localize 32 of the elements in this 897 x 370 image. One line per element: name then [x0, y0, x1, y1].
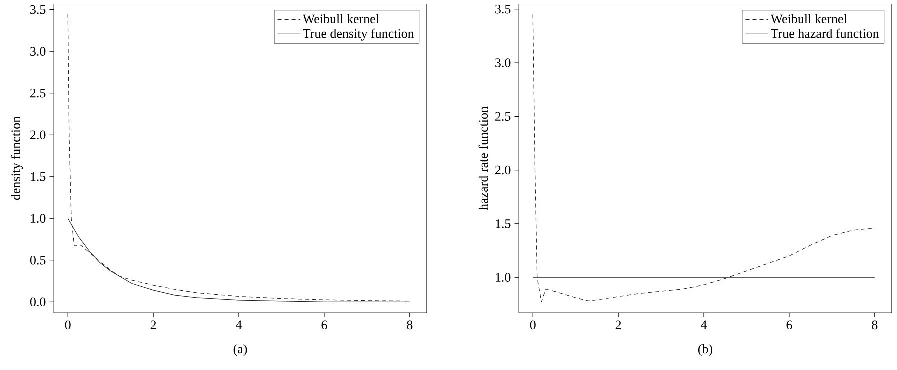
y-axis-title: density function — [11, 116, 24, 200]
y-tick-label: 1.0 — [496, 273, 511, 282]
x-tick-label: 4 — [236, 320, 242, 330]
y-tick-label: 3.5 — [30, 5, 46, 14]
x-tick-label: 6 — [322, 320, 328, 330]
legend-label: True hazard function — [771, 28, 880, 38]
y-tick-label: 2.0 — [496, 166, 511, 175]
x-tick-label: 2 — [616, 320, 622, 330]
y-tick-label: 1.0 — [31, 214, 46, 224]
y-axis-title: hazard rate function — [478, 106, 488, 210]
x-tick-label: 2 — [150, 320, 156, 330]
y-tick-label: 1.5 — [496, 220, 511, 228]
y-tick-label: 0.5 — [30, 256, 46, 265]
y-tick-label: 3.5 — [496, 4, 511, 14]
x-tick-label: 6 — [786, 320, 792, 330]
y-tick-label: 3.0 — [30, 47, 46, 56]
x-axis-title: (a) — [234, 344, 248, 356]
legend-label: Weibull kernel — [770, 14, 848, 24]
x-axis-title: (b) — [698, 344, 713, 356]
y-tick-label: 2.5 — [496, 112, 511, 122]
x-tick-label: 0 — [65, 320, 71, 330]
x-tick-label: 8 — [872, 320, 878, 330]
y-tick-label: 3.0 — [496, 58, 511, 68]
x-tick-label: 0 — [530, 320, 536, 330]
y-tick-label: 2.0 — [30, 130, 46, 140]
y-tick-label: 2.5 — [30, 88, 46, 98]
legend-label: Weibull kernel — [302, 14, 380, 24]
legend-label: True density function — [303, 28, 414, 41]
y-tick-label: 0.0 — [30, 298, 46, 307]
x-tick-label: 8 — [407, 320, 413, 330]
x-tick-label: 4 — [701, 320, 708, 330]
y-tick-label: 1.5 — [31, 172, 46, 182]
